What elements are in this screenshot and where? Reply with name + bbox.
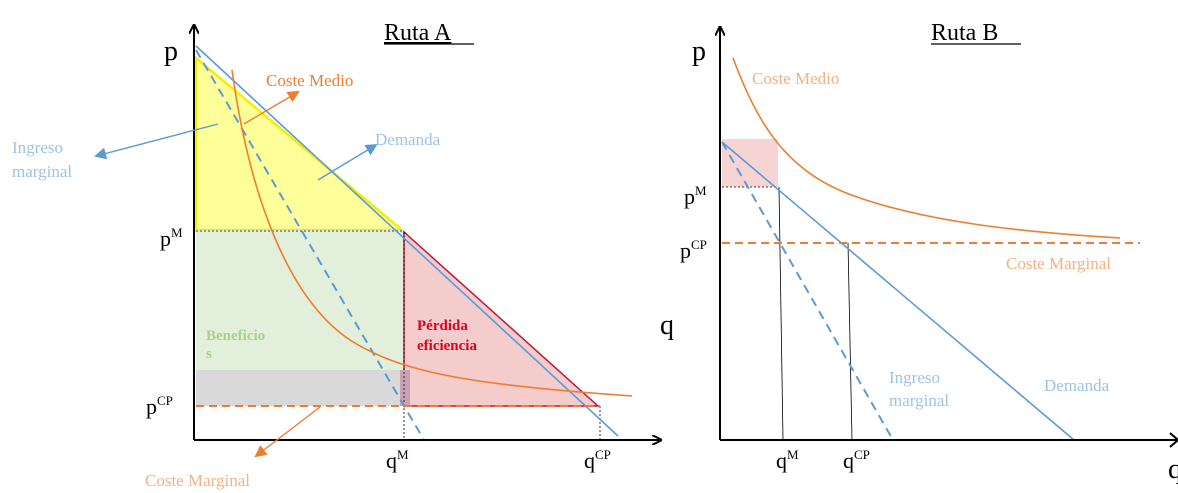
route-a-title: Ruta A [384,20,452,46]
route-b-pM-tick: pM [684,183,707,209]
route-b-coste-marginal-label: Coste Marginal [1006,254,1111,273]
route-a-perdida-label-2: eficiencia [417,338,477,354]
route-b-profit-area [722,139,778,187]
route-b-qCP-dropline [847,242,853,441]
route-b-pCP-tick: pCP [680,237,707,263]
route-b-demanda-label: Demanda [1044,376,1110,395]
route-a-average-cost-curve [231,69,633,397]
route-a-qM-tick: qM [386,447,409,473]
route-a-y-axis-label: p [164,36,178,67]
route-a-ingreso-marginal-label-1: Ingreso [12,138,63,157]
route-a-perdida-label-1: Pérdida [417,318,468,334]
route-a-pM-tick: pM [160,225,183,251]
route-a-beneficios-label-2: s [206,346,212,362]
route-b-qM-dropline [778,186,784,441]
route-b-title: Ruta B [931,20,998,46]
route-b-panel: Ruta B p q Coste Medio Coste Marginal In… [680,20,1178,485]
route-b-ingreso-marginal-label-2: marginal [889,391,949,410]
route-a-beneficios-label-1: Beneficio [206,328,265,344]
route-a-panel: Ruta A p q Coste Medio Ingreso marginal … [12,20,674,490]
route-b-y-axis-label: p [692,36,706,67]
route-b-qCP-tick: qCP [843,447,870,473]
route-a-x-axis-label: q [660,310,674,341]
route-a-deadweight-small-area [400,370,410,406]
route-a-coste-marginal-label: Coste Marginal [145,471,250,490]
route-b-x-axis-label: q [1168,454,1178,485]
route-b-qM-tick: qM [776,447,799,473]
route-a-pCP-tick: pCP [146,393,173,419]
route-a-ingreso-marginal-label-2: marginal [12,162,72,181]
route-a-coste-medio-arrow [243,90,300,125]
route-a-ingreso-marginal-arrow [94,123,219,160]
route-a-coste-marginal-arrow [254,406,321,458]
route-b-average-cost-curve [732,57,1121,239]
route-a-marginal-revenue-curve [195,49,425,441]
route-b-demand-curve [721,141,1075,441]
route-a-qCP-tick: qCP [584,447,611,473]
route-a-demanda-label: Demanda [375,130,441,149]
route-a-grey-area [196,370,406,406]
route-b-x-axis-arrowhead [1169,432,1178,448]
route-b-coste-medio-label: Coste Medio [752,69,839,88]
route-b-ingreso-marginal-label-1: Ingreso [889,368,940,387]
route-a-profit-area [196,230,406,370]
route-a-coste-medio-label: Coste Medio [266,71,353,90]
route-b-marginal-revenue-curve [721,141,894,441]
route-a-demanda-arrow [317,143,378,181]
